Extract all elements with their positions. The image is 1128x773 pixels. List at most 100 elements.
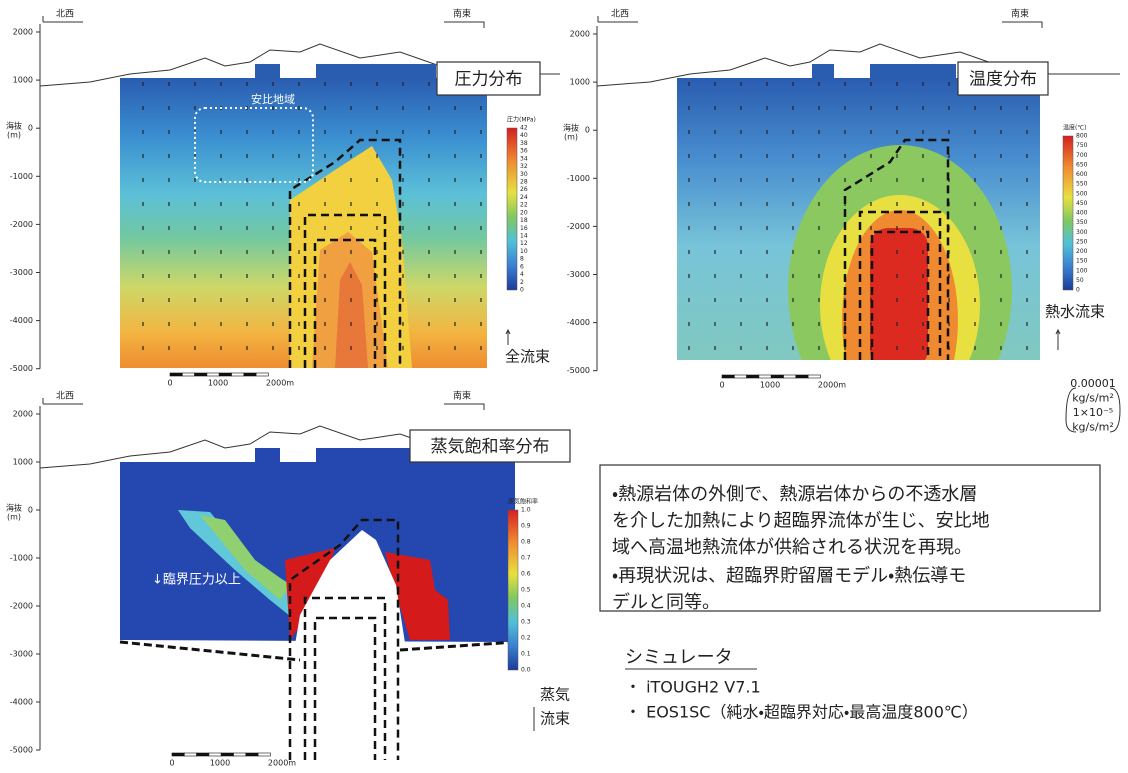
direction-label: 北西 — [611, 9, 629, 20]
colorbar-tick-label: 1.0 — [521, 507, 531, 514]
colorbar-tick-label: 0 — [520, 287, 524, 294]
direction-label: 南東 — [453, 390, 471, 402]
region-outline — [194, 107, 314, 183]
y-axis-label: (m) — [564, 133, 578, 142]
y-tick-label: -2000 — [567, 222, 590, 231]
colorbar-tick-label: 200 — [1076, 248, 1088, 255]
colorbar-tick-label: 38 — [520, 140, 528, 147]
colorbar-tick-label: 20 — [520, 209, 528, 216]
critical-label: ↓臨界圧力以上 — [152, 573, 241, 588]
flow-vectors — [120, 78, 487, 368]
scale-bar — [733, 374, 747, 379]
title-box — [436, 61, 541, 96]
colorbar-tick-label: 26 — [520, 186, 528, 193]
y-tick-label: 1000 — [13, 76, 33, 85]
scale-label: 2000m — [268, 759, 296, 768]
heat-source-outline — [288, 138, 402, 368]
heat-source-outline — [843, 138, 950, 360]
colorbar-label: 圧力(MPa) — [507, 116, 536, 124]
header-bracket — [597, 16, 638, 23]
scale-label: 1000 — [210, 759, 230, 768]
direction-label: 北西 — [56, 9, 74, 20]
colorbar-tick-label: 12 — [520, 240, 528, 247]
scale-bar — [194, 372, 208, 377]
colorbar-tick-label: 700 — [1076, 152, 1088, 159]
block — [255, 448, 280, 462]
colorbar-tick-label: 600 — [1076, 171, 1088, 178]
y-tick-label: -5000 — [567, 366, 590, 375]
colorbar-tick-label: 10 — [520, 248, 528, 255]
scale-label: 0 — [719, 381, 724, 390]
y-tick-label: -3000 — [10, 268, 33, 277]
y-tick-label: -4000 — [567, 318, 590, 327]
y-tick-label: 0 — [585, 126, 590, 135]
supercritical-zone — [290, 530, 410, 675]
colorbar-tick-label: 2 — [520, 279, 524, 286]
header-bracket — [1002, 21, 1043, 28]
scale-bar — [746, 374, 760, 379]
colorbar-tick-label: 6 — [520, 263, 524, 270]
description-line: ・再現状況は、超臨界貯留層モデル・熱伝導モ — [612, 566, 966, 587]
critical-line — [119, 640, 516, 662]
colorbar-tick-label: 24 — [520, 194, 528, 201]
scale-bar — [233, 752, 247, 757]
y-tick-label: -1000 — [567, 174, 590, 183]
colorbar-tick-label: 350 — [1076, 219, 1088, 226]
colorbar-tick-label: 300 — [1076, 229, 1088, 236]
y-tick-label: 1000 — [570, 78, 590, 87]
simulator-item: ・ iTOUGH2 V7.1 — [625, 678, 761, 697]
colorbar-tick-label: 0 — [1076, 287, 1080, 294]
topography — [39, 43, 560, 87]
header-bracket — [444, 403, 485, 410]
block — [812, 64, 834, 78]
colorbar-tick-label: 40 — [520, 132, 528, 139]
flux-arrow — [1055, 328, 1061, 350]
y-tick-label: -1000 — [10, 554, 33, 563]
scale-bar — [257, 752, 271, 757]
y-tick-label: -3000 — [567, 270, 590, 279]
description-box — [599, 464, 1101, 612]
y-tick-label: 0 — [28, 124, 33, 133]
colorbar-tick-label: 550 — [1076, 181, 1088, 188]
colorbar — [507, 509, 519, 671]
description-line: デルと同等。 — [612, 592, 720, 613]
y-tick-label: 0 — [28, 506, 33, 515]
flow-vectors — [677, 78, 1040, 360]
scale-bar — [196, 752, 210, 757]
panel-title: 蒸気飽和率分布 — [431, 436, 550, 457]
colorbar-tick-label: 32 — [520, 163, 528, 170]
colorbar-tick-label: 42 — [520, 125, 528, 132]
flux-unit: 1×10⁻⁵ — [1073, 406, 1113, 419]
scale-label: 1000 — [208, 379, 228, 388]
simulator-heading: シミュレータ — [625, 647, 733, 668]
colorbar-tick-label: 36 — [520, 148, 528, 155]
panel-title: 圧力分布 — [455, 70, 523, 90]
y-tick-label: -3000 — [10, 650, 33, 659]
heat-source-outline — [288, 518, 400, 760]
colorbar-tick-label: 400 — [1076, 210, 1088, 217]
saturation-high — [285, 548, 335, 640]
colorbar-tick-label: 0.4 — [521, 603, 531, 610]
y-axis-label: 海抜 — [6, 121, 22, 131]
flux-arrow — [505, 328, 511, 345]
scale-bar — [171, 752, 185, 757]
y-tick-label: 2000 — [13, 28, 33, 37]
scale-bar — [795, 374, 809, 379]
colorbar-tick-label: 500 — [1076, 190, 1088, 197]
colorbar-label: 蒸気飽和率 — [508, 498, 538, 506]
scale-bar — [255, 372, 269, 377]
y-tick-label: -5000 — [10, 746, 33, 755]
temperature-plot — [596, 43, 1121, 433]
flux-label: 流束 — [540, 710, 570, 728]
flux-label: 全流束 — [505, 348, 550, 366]
y-tick-label: -4000 — [10, 316, 33, 325]
y-tick-label: -5000 — [10, 364, 33, 373]
direction-label: 南東 — [1011, 8, 1029, 20]
header-bracket — [42, 16, 83, 23]
colorbar-tick-label: 650 — [1076, 161, 1088, 168]
description-line: を介した加熱により超臨界流体が生じ、安比地 — [612, 511, 990, 532]
block — [316, 64, 436, 78]
direction-label: 南東 — [453, 8, 471, 20]
y-axis-label: 海抜 — [6, 503, 22, 513]
